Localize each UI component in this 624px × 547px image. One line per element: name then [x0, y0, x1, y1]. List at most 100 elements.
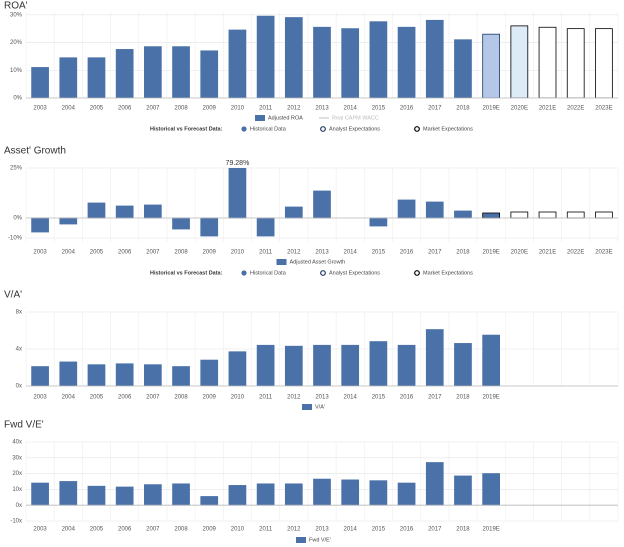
bar [397, 199, 416, 219]
bar [341, 479, 360, 506]
bar [313, 26, 331, 98]
bar [256, 15, 275, 98]
x-tick-label: 2008 [174, 250, 188, 256]
x-tick-label: 2003 [33, 527, 47, 533]
x-tick-label: 2008 [174, 106, 188, 112]
bar [313, 190, 331, 219]
x-tick-label: 2006 [118, 395, 132, 401]
bar [284, 345, 303, 386]
x-tick-label: 2004 [62, 106, 76, 112]
bar [200, 50, 219, 98]
bar [482, 212, 500, 219]
legend-marker [241, 126, 247, 132]
bar [284, 206, 303, 219]
x-tick-label: 2003 [33, 395, 47, 401]
x-tick-label: 2013 [315, 106, 329, 112]
bar [341, 344, 360, 386]
x-tick-label: 2021E [539, 106, 556, 112]
bar [369, 480, 388, 506]
x-tick-label: 2014 [344, 527, 358, 533]
x-tick-label: 2018 [456, 250, 470, 256]
x-tick-label: 2016 [400, 395, 414, 401]
x-tick-label: 2009 [203, 527, 217, 533]
x-tick-label: 2018 [456, 395, 470, 401]
y-tick-label: 0x [16, 503, 22, 509]
y-tick-label: 20x [12, 471, 22, 477]
bar [31, 366, 49, 386]
x-tick-label: 2006 [118, 527, 132, 533]
legend-marker [414, 126, 420, 132]
bar [566, 211, 585, 219]
bar [397, 482, 416, 506]
legend-label: Fwd V/E' [309, 537, 331, 543]
x-tick-label: 2017 [428, 250, 442, 256]
x-tick-label: 2011 [259, 527, 273, 533]
bar [115, 205, 134, 219]
legend-marker [241, 270, 247, 276]
x-tick-label: 2011 [259, 395, 273, 401]
x-tick-label: 2023E [595, 250, 612, 256]
x-tick-label: 2012 [287, 527, 301, 533]
x-tick-label: 2022E [567, 106, 584, 112]
x-tick-label: 2016 [400, 250, 414, 256]
x-tick-label: 2016 [400, 106, 414, 112]
x-tick-label: 2022E [567, 250, 584, 256]
bar [482, 334, 500, 386]
y-tick-label: 0% [13, 216, 22, 222]
y-tick-label: 4x [16, 347, 22, 353]
x-tick-label: 2009 [203, 250, 217, 256]
y-tick-label: 40x [12, 440, 22, 446]
bar [143, 484, 162, 506]
legend-swatch [276, 259, 287, 265]
x-tick-label: 2008 [174, 527, 188, 533]
bar [87, 485, 106, 506]
bar [256, 344, 275, 386]
chart-title: V/A' [4, 290, 22, 301]
bar [256, 483, 275, 506]
y-tick-label: 30% [10, 12, 23, 18]
bar [200, 359, 219, 386]
x-tick-label: 2008 [174, 395, 188, 401]
bar [284, 17, 303, 98]
x-tick-label: 2019E [482, 527, 499, 533]
chart-title: ROA' [4, 1, 28, 12]
legend-marker [320, 270, 326, 276]
x-tick-label: 2015 [372, 527, 386, 533]
legend-label: Market Expectations [423, 270, 473, 276]
bar [228, 29, 247, 98]
x-tick-label: 2019E [482, 250, 499, 256]
bar [510, 211, 529, 219]
bar [538, 26, 557, 98]
bar [115, 486, 134, 506]
bar [482, 473, 500, 506]
bar [172, 366, 190, 386]
bar [369, 21, 388, 98]
y-tick-label: 8x [16, 310, 22, 316]
x-tick-label: 2004 [62, 395, 76, 401]
chart-title: Fwd V/E' [4, 420, 44, 431]
legend-label: Adjusted ROA [268, 115, 303, 121]
legend-label: Market Expectations [423, 126, 473, 132]
x-tick-label: 2013 [315, 395, 329, 401]
bar [425, 201, 444, 219]
x-tick-label: 2017 [428, 527, 442, 533]
x-tick-label: 2005 [90, 250, 104, 256]
x-tick-label: 2020E [511, 250, 528, 256]
bar [256, 217, 275, 237]
bar [397, 344, 416, 386]
legend-swatch [296, 537, 306, 543]
chart-title: Asset' Growth [4, 146, 66, 157]
x-tick-label: 2009 [203, 395, 217, 401]
x-tick-label: 2010 [231, 395, 245, 401]
x-tick-label: 2003 [33, 250, 47, 256]
x-tick-label: 2017 [428, 106, 442, 112]
legend-label: V/A' [315, 404, 325, 410]
bar [87, 202, 106, 219]
bar [31, 482, 49, 506]
x-tick-label: 2007 [146, 527, 160, 533]
x-tick-label: 2004 [62, 250, 76, 256]
x-tick-label: 2005 [90, 106, 104, 112]
x-tick-label: 2021E [539, 250, 556, 256]
bar [425, 329, 444, 386]
